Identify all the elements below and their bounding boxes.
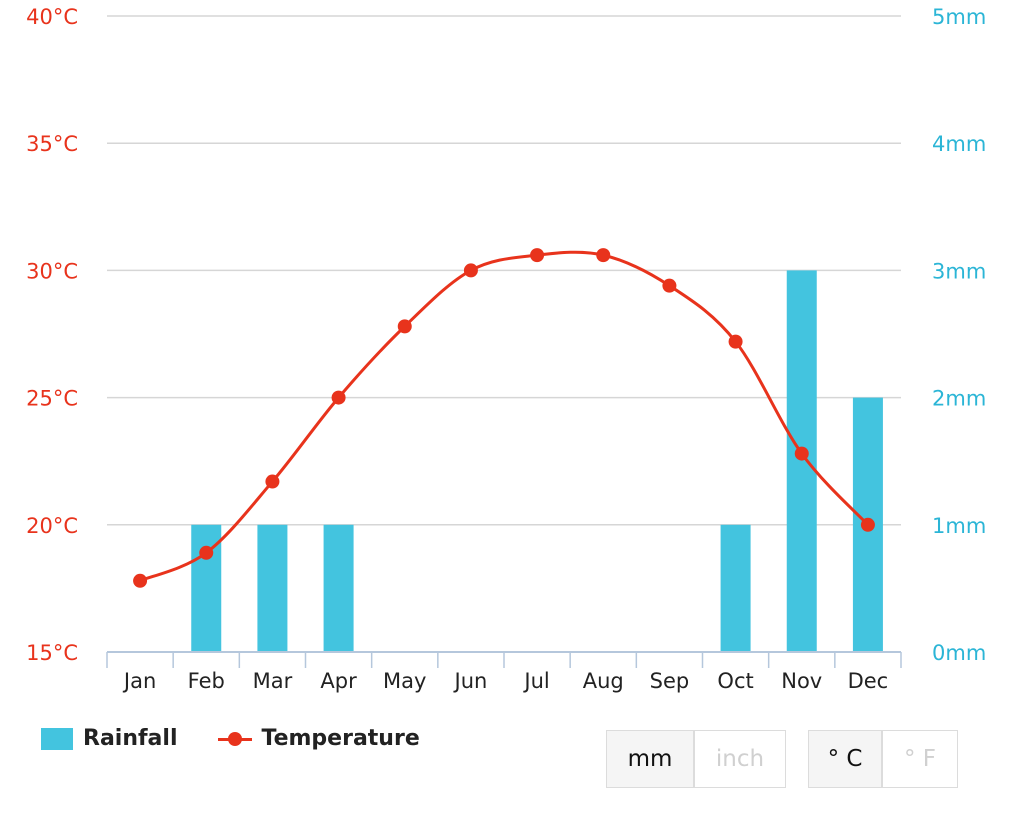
temperature-point-jun <box>463 263 478 278</box>
temperature-point-jan <box>133 573 148 588</box>
x-tick-aug: Aug <box>583 669 624 693</box>
left-tick-label: 20°C <box>26 514 78 538</box>
right-tick-label: 2mm <box>932 387 986 411</box>
temp-unit-toggle: ° C ° F <box>808 730 958 788</box>
temperature-swatch <box>217 728 252 750</box>
temperature-point-aug <box>596 248 611 263</box>
x-tick-jun: Jun <box>453 669 488 693</box>
legend-label-rainfall: Rainfall <box>83 726 178 751</box>
left-tick-label: 15°C <box>26 641 78 665</box>
fahrenheit-button[interactable]: ° F <box>882 730 958 788</box>
x-tick-dec: Dec <box>848 669 889 693</box>
legend: Rainfall Temperature <box>41 726 460 751</box>
rain-unit-toggle: mm inch <box>606 730 786 788</box>
x-tick-jul: Jul <box>522 669 549 693</box>
rainfall-bar-nov <box>786 270 817 652</box>
temperature-point-apr <box>331 390 346 405</box>
left-tick-label: 40°C <box>26 5 78 29</box>
legend-item-temperature[interactable]: Temperature <box>217 726 420 751</box>
x-tick-apr: Apr <box>320 669 357 693</box>
temperature-point-dec <box>860 517 875 532</box>
left-tick-label: 30°C <box>26 259 78 283</box>
right-tick-label: 4mm <box>932 132 986 156</box>
climate-chart: Jan Feb Mar Apr May Jun Jul Aug Sep Oct Nov Dec 15°… <box>26 5 986 693</box>
right-axis-ticks: 0mm 1mm 2mm 3mm 4mm 5mm <box>932 5 986 665</box>
temperature-point-jul <box>530 248 545 263</box>
celsius-button[interactable]: ° C <box>808 730 882 788</box>
temperature-point-feb <box>199 545 214 560</box>
legend-item-rainfall[interactable]: Rainfall <box>41 726 178 751</box>
rainfall-bar-apr <box>323 524 354 652</box>
temperature-point-mar <box>265 474 280 489</box>
x-tick-jan: Jan <box>122 669 156 693</box>
right-tick-label: 5mm <box>932 5 986 29</box>
rainfall-bar-oct <box>720 524 751 652</box>
x-tick-feb: Feb <box>188 669 225 693</box>
right-tick-label: 1mm <box>932 514 986 538</box>
x-axis: Jan Feb Mar Apr May Jun Jul Aug Sep Oct Nov Dec <box>106 651 902 693</box>
right-tick-label: 0mm <box>932 641 986 665</box>
temperature-curve <box>139 250 870 583</box>
grid-lines <box>107 15 901 526</box>
inch-button[interactable]: inch <box>694 730 786 788</box>
temperature-point-oct <box>728 334 743 349</box>
temperature-point-sep <box>662 278 677 293</box>
x-tick-may: May <box>383 669 426 693</box>
temperature-point-nov <box>794 446 809 461</box>
rainfall-bars <box>191 270 883 652</box>
mm-button[interactable]: mm <box>606 730 694 788</box>
x-tick-oct: Oct <box>717 669 753 693</box>
temperature-line <box>133 248 875 588</box>
x-tick-nov: Nov <box>781 669 822 693</box>
left-axis-ticks: 15°C 20°C 25°C 30°C 35°C 40°C <box>26 5 78 665</box>
x-tick-mar: Mar <box>253 669 293 693</box>
rainfall-bar-mar <box>257 524 288 652</box>
legend-label-temperature: Temperature <box>261 726 420 751</box>
x-tick-sep: Sep <box>650 669 690 693</box>
left-tick-label: 35°C <box>26 132 78 156</box>
temperature-point-may <box>397 319 412 334</box>
rainfall-swatch <box>41 727 73 750</box>
left-tick-label: 25°C <box>26 387 78 411</box>
right-tick-label: 3mm <box>932 259 986 283</box>
